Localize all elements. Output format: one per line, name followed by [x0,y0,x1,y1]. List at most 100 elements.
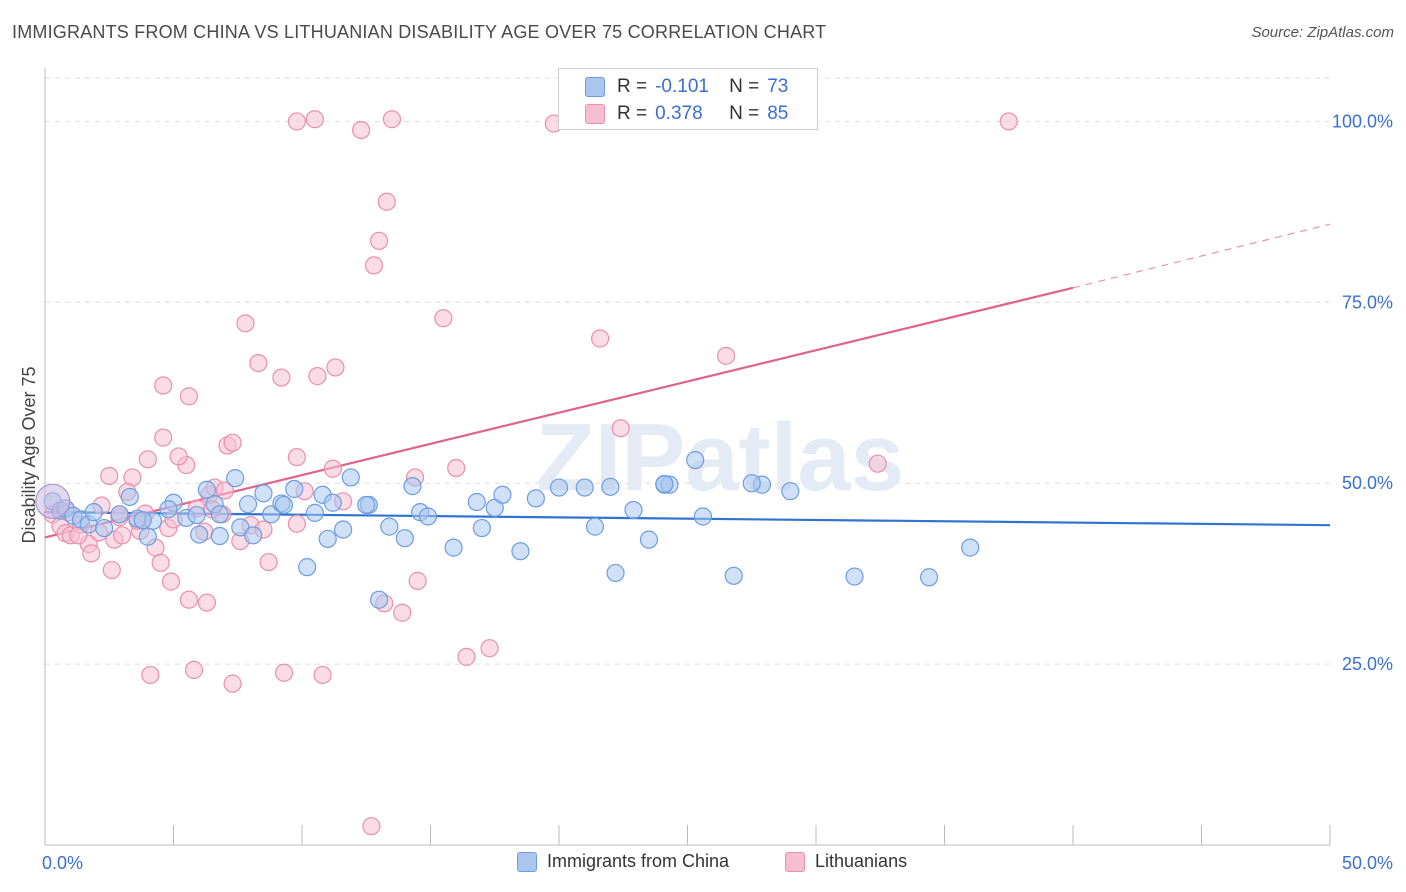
lithuanian-point [223,674,242,693]
lithuanian-point [138,450,157,469]
china-point [845,567,864,586]
chart-title: IMMIGRANTS FROM CHINA VS LITHUANIAN DISA… [12,22,827,42]
legend-r-value: -0.101 [655,76,709,97]
y-tick-label: 25.0% [1342,654,1393,674]
legend-row-lithuanians: R = 0.378 N = 85 [585,101,788,127]
legend-r-label: R = [617,76,648,97]
china-point [380,517,399,536]
lithuanian-point [999,112,1018,131]
lithuanian-point [249,353,268,373]
china-trend-line [44,511,1331,527]
data-points [35,110,1018,836]
china-swatch [585,77,605,97]
legend-label-china: Immigrants from China [547,851,730,871]
lithuanian-point [447,458,466,478]
lithuanian-point [323,459,342,478]
china-swatch [517,851,537,872]
lithuanian-point [161,572,181,591]
china-point [444,538,463,557]
lithuanian-point [434,309,453,328]
china-point [549,478,569,497]
china-point [238,495,258,514]
china-point [323,493,342,512]
china-point [84,503,103,522]
china-point [197,480,217,499]
lithuanian-point [364,256,384,275]
china-point [318,529,337,549]
lithuanian-trend-extension [1072,223,1331,289]
y-axis-label: Disability Age Over 75 [19,366,39,543]
legend-n-value: 85 [767,103,789,124]
lithuanian-point [287,448,306,467]
lithuanians-swatch [785,851,805,872]
china-point [639,530,659,549]
lithuanian-point [362,817,381,836]
lithuanian-point [112,526,132,545]
china-point [341,468,360,487]
lithuanian-point [308,367,327,386]
lithuanian-point [223,433,242,452]
legend-n-value: 73 [767,76,789,97]
correlation-legend: R = -0.101 N = 73 R = 0.378 N = 85 [558,68,818,130]
lithuanian-point [457,647,476,666]
lithuanian-point [179,590,199,609]
china-point [370,590,389,609]
china-point [606,563,625,583]
lithuanian-point [313,665,332,685]
china-point [190,525,209,544]
source-label: Source: ZipAtlas.com [1251,24,1394,41]
china-point [95,518,114,538]
legend-n-label: N = [729,76,760,97]
china-point [781,482,800,501]
grid-lines [45,77,1330,665]
watermark: ZIPatlas [536,404,904,511]
china-point [244,526,263,545]
lithuanian-point [352,120,371,140]
china-point [254,484,273,503]
lithuanian-point [184,660,204,679]
china-point [724,566,743,585]
china-point [686,450,705,470]
cluster-point [35,483,71,519]
lithuanian-point [480,639,499,658]
lithuanian-point [102,560,121,580]
lithuanian-point [100,466,119,486]
y-tick-label: 50.0% [1342,473,1393,493]
china-point [472,518,491,538]
lithuanian-point [141,665,160,685]
china-point [395,529,414,548]
china-point [226,469,245,488]
china-point [274,495,294,515]
china-point [585,517,605,536]
china-point [575,478,594,497]
y-tick-labels: 25.0% 50.0% 75.0% 100.0% [1332,111,1393,674]
lithuanian-point [370,231,389,250]
lithuanian-point [215,481,234,500]
legend-item-lithuanians: Lithuanians [785,851,907,872]
series-legend: Immigrants from China Lithuanians [0,851,1406,877]
lithuanian-point [305,110,324,129]
china-point [693,507,713,526]
lithuanian-point [236,314,255,333]
china-point [403,477,422,496]
lithuanian-point [274,663,294,682]
lithuanian-point [82,544,101,563]
china-point [298,558,317,577]
lithuanian-point [154,376,173,395]
lithuanian-point [591,329,610,348]
china-point [159,500,178,519]
lithuanian-point [408,571,427,590]
china-point [187,505,206,525]
y-tick-label: 75.0% [1342,292,1393,312]
legend-row-china: R = -0.101 N = 73 [585,74,788,100]
lithuanian-point [287,514,306,533]
china-point [110,505,129,524]
china-point [138,527,157,546]
lithuanian-point [259,552,278,572]
china-point [493,485,512,504]
china-point [210,526,229,546]
legend-r-value: 0.378 [655,103,703,124]
china-point [467,492,486,512]
y-tick-label: 100.0% [1332,111,1393,131]
